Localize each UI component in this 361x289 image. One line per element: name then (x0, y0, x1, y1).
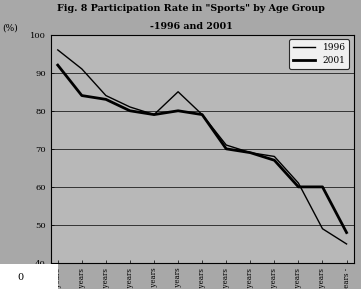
1996 (128, 105, 132, 109)
Text: Fig. 8 Participation Rate in "Sports" by Age Group: Fig. 8 Participation Rate in "Sports" by… (57, 4, 325, 13)
1996 (200, 113, 204, 116)
1996 (104, 94, 108, 97)
1996 (296, 181, 301, 185)
Legend: 1996, 2001: 1996, 2001 (289, 39, 349, 69)
1996 (80, 67, 84, 71)
1996 (56, 48, 60, 52)
2001 (344, 231, 349, 234)
2001 (80, 94, 84, 97)
2001 (224, 147, 229, 151)
1996 (152, 113, 156, 116)
2001 (272, 158, 277, 162)
1996 (320, 227, 325, 230)
Text: (%): (%) (2, 23, 18, 32)
1996 (344, 242, 349, 246)
Line: 1996: 1996 (58, 50, 347, 244)
1996 (176, 90, 180, 94)
2001 (128, 109, 132, 112)
2001 (248, 151, 252, 154)
Text: -1996 and 2001: -1996 and 2001 (150, 22, 233, 31)
2001 (56, 63, 60, 67)
2001 (176, 109, 180, 112)
2001 (152, 113, 156, 116)
2001 (104, 98, 108, 101)
2001 (296, 185, 301, 189)
2001 (200, 113, 204, 116)
Text: 0: 0 (17, 273, 23, 282)
1996 (248, 151, 252, 154)
2001 (320, 185, 325, 189)
Line: 2001: 2001 (58, 65, 347, 233)
1996 (224, 143, 229, 147)
1996 (272, 155, 277, 158)
